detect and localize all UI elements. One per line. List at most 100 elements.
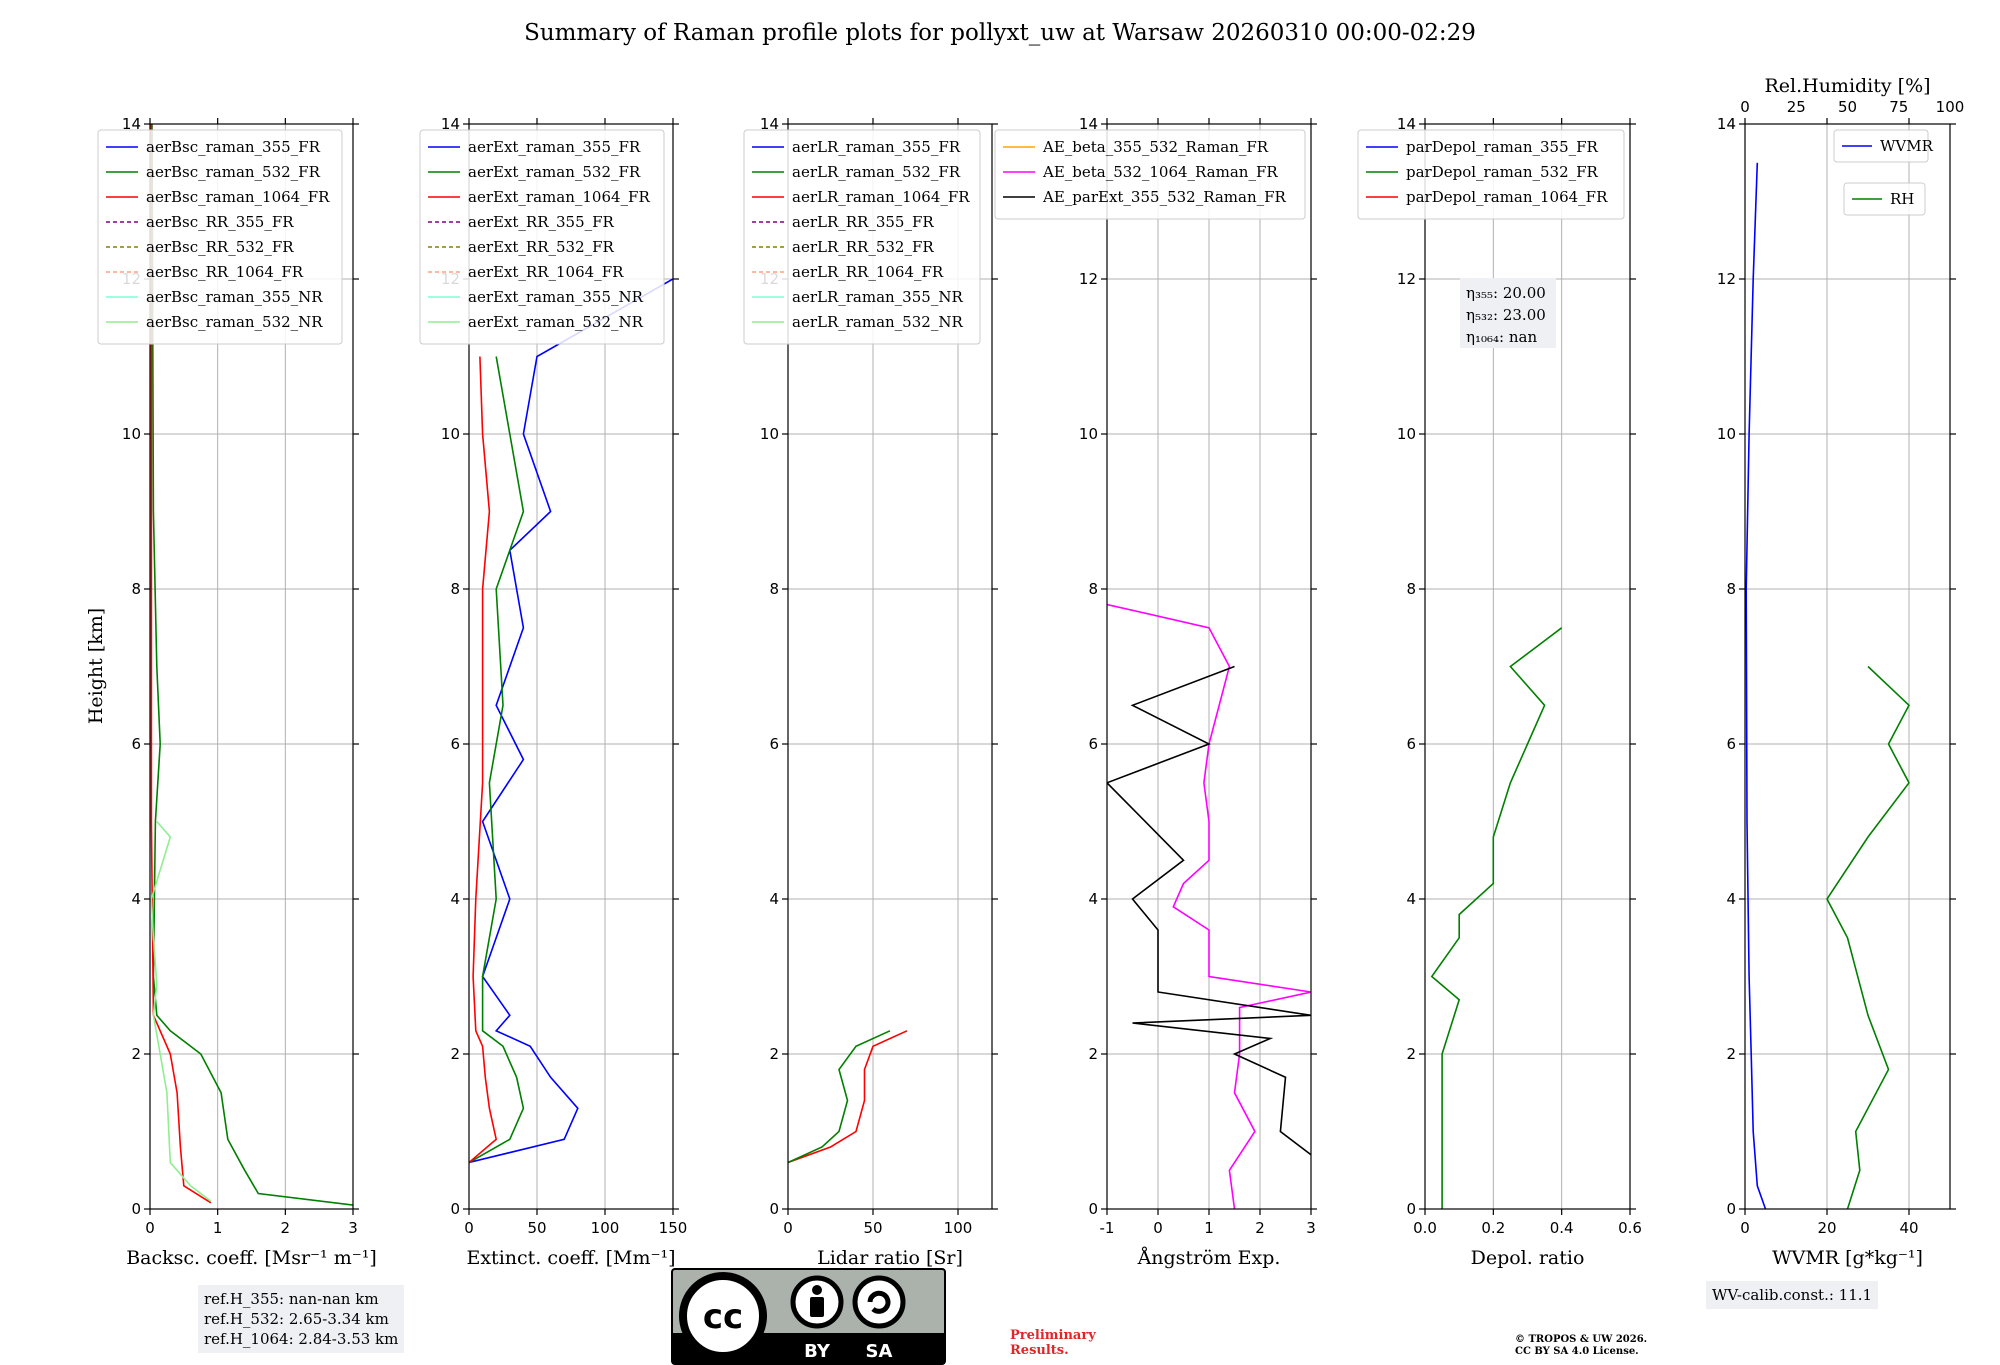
series-group [1430,627,1563,1209]
y-tick-label: 4 [1406,890,1416,908]
axes-frame [1424,123,1631,1210]
svg-text:cc: cc [703,1297,743,1337]
panel-3: 02468101214050100Lidar ratio [Sr]aerLR_r… [743,115,998,1269]
y-tick-label: 0 [1726,1200,1736,1218]
y-tick-label: 2 [1726,1045,1736,1063]
eta-line: η₅₃₂: 23.00 [1466,306,1546,324]
series-aerLR_raman_355_FR [788,1030,908,1164]
series-aerBsc_raman_1064_FR [150,124,212,1204]
x-tick-label: 0.0 [1413,1219,1437,1237]
y-tick-label: 4 [769,890,779,908]
y-tick-label: 8 [1726,580,1736,598]
legend-entry: aerBsc_raman_355_FR [146,138,321,156]
series-RH [1826,665,1910,1209]
y-tick-label: 0 [1406,1200,1416,1218]
legend: AE_beta_355_532_Raman_FR AE_beta_532_1064… [994,129,1306,220]
legend-entry: aerLR_raman_355_FR [792,138,961,156]
y-tick-label: 0 [450,1200,460,1218]
y-tick-label: 8 [1406,580,1416,598]
y-tick-label: 10 [441,425,460,443]
share-alike-icon [852,1275,906,1329]
wv-calibration-box: WV-calib.const.: 11.1 [1706,1281,1879,1309]
y-tick-label: 2 [769,1045,779,1063]
top-tick-label: 0 [1740,98,1750,116]
eta-line: η₃₅₅: 20.00 [1466,284,1546,302]
eta-box [1460,278,1556,348]
eta-annotation: η₃₅₅: 20.00 η₅₃₂: 23.00 η₁₀₆₄: nan [1460,278,1556,348]
x-tick-label: 100 [591,1219,620,1237]
y-tick-label: 4 [1088,890,1098,908]
ref-h-1064: ref.H_1064: 2.84-3.53 km [204,1330,399,1348]
legend-entry: aerBsc_raman_355_NR [146,288,323,306]
legend-entry: aerLR_RR_1064_FR [792,263,944,281]
legend-box [1843,182,1926,216]
axes-frame [787,123,993,1210]
series-aerExt_raman_355_FR [469,278,673,1164]
ref-h-532: ref.H_532: 2.65-3.34 km [204,1310,389,1328]
series-aerLR_raman_532_FR [788,1030,891,1164]
panel-1: 024681012140123Backsc. coeff. [Msr⁻¹ m⁻¹… [97,115,377,1269]
series-aerExt_raman_532_FR [469,356,525,1164]
x-axis-label: Lidar ratio [Sr] [817,1247,963,1269]
series-parDepol_raman_532_FR [1430,627,1563,1209]
y-tick-label: 0 [769,1200,779,1218]
eta-line: η₁₀₆₄: nan [1466,328,1537,346]
top-axis-label: Rel.Humidity [%] [1764,75,1930,97]
series-WVMR [1745,162,1767,1209]
series-group [150,124,353,1206]
panel-5: 0 2 4 6 8 10 12 14 0.0 0.2 0.4 0.6 Depol. ratio parDe… [1357,115,1642,1269]
y-tick-label: 6 [769,735,779,753]
x-tick-label: 0 [464,1219,474,1237]
x-tick-label: 150 [659,1219,688,1237]
x-axis-label: Backsc. coeff. [Msr⁻¹ m⁻¹] [126,1247,377,1269]
y-tick-label: 8 [450,580,460,598]
x-tick-label: 0 [1740,1219,1750,1237]
y-tick-label: 14 [1717,115,1736,133]
legend-entry: parDepol_raman_1064_FR [1406,188,1608,206]
legend-entry: aerExt_raman_355_FR [468,138,641,156]
x-tick-label: 0.6 [1618,1219,1642,1237]
y-tick-label: 6 [1726,735,1736,753]
x-tick-label: 3 [1306,1219,1316,1237]
legend: parDepol_raman_355_FR parDepol_raman_532_… [1357,129,1625,220]
wv-calibration-text: WV-calib.const.: 11.1 [1712,1286,1873,1304]
x-tick-label: 2 [1255,1219,1265,1237]
legend-box [419,129,665,345]
y-tick-label: 2 [450,1045,460,1063]
y-tick-label: 0 [1088,1200,1098,1218]
legend-entry: aerBsc_RR_532_FR [146,238,294,256]
y-tick-label: 8 [131,580,141,598]
legend-entry: aerExt_RR_355_FR [468,213,615,231]
legend: aerBsc_raman_355_FR aerBsc_raman_532_FRae… [97,129,343,345]
ref-h-355: ref.H_355: nan-nan km [204,1290,379,1308]
series-group [469,278,673,1164]
y-tick-label: 10 [1079,425,1098,443]
legend-entry: aerLR_raman_1064_FR [792,188,970,206]
y-tick-label: 14 [760,115,779,133]
y-tick-label: 4 [450,890,460,908]
copyright-line-1: © TROPOS & UW 2026. [1515,1334,1648,1345]
x-tick-label: 0 [145,1219,155,1237]
y-tick-label: 2 [1088,1045,1098,1063]
legend: WVMR RH [1833,129,1934,216]
axes-frame [1744,123,1951,1210]
legend-entry: aerLR_RR_532_FR [792,238,934,256]
y-tick-label: 8 [769,580,779,598]
top-tick-label: 25 [1787,98,1806,116]
x-axis-label: Extinct. coeff. [Mm⁻¹] [466,1247,675,1269]
preliminary-line-2: Results. [1010,1343,1069,1358]
series-group [1107,603,1311,1209]
legend-entry: RH [1890,190,1914,208]
y-tick-label: 6 [131,735,141,753]
y-tick-label: 14 [1079,115,1098,133]
x-tick-label: 0.2 [1481,1219,1505,1237]
x-tick-label: 100 [944,1219,973,1237]
x-tick-label: 40 [1899,1219,1918,1237]
legend-entry: aerExt_raman_532_NR [468,313,644,331]
x-tick-label: 0 [783,1219,793,1237]
top-tick-label: 100 [1936,98,1965,116]
y-tick-label: 6 [1406,735,1416,753]
legend-entry: aerLR_raman_532_NR [792,313,963,331]
